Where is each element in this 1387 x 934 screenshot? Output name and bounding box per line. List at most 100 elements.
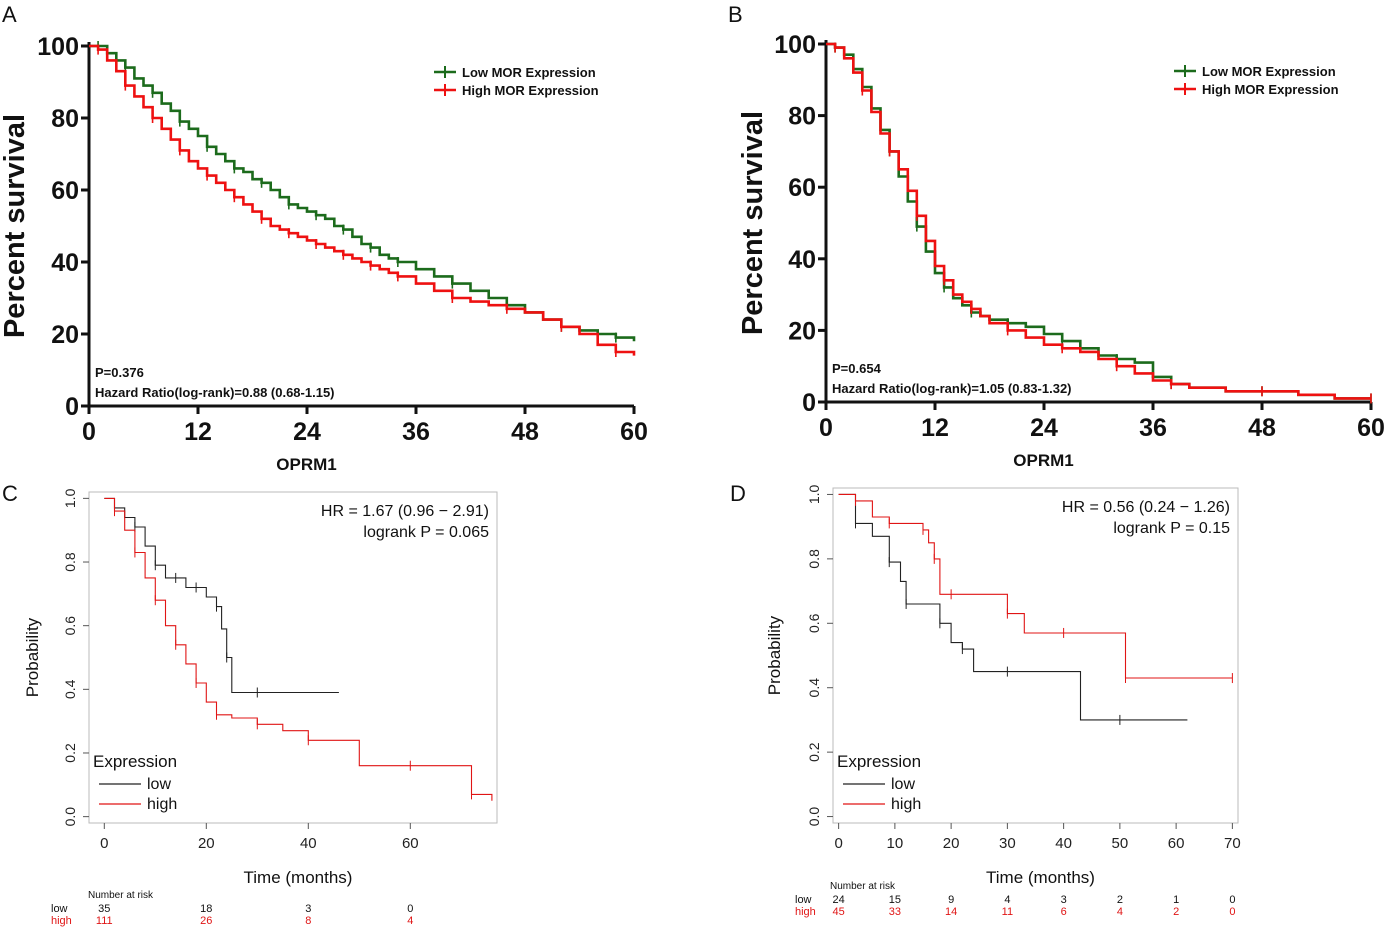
risk-row-label: low: [51, 903, 68, 915]
chart-panel-a: A 0 20 40 60 80 100 0 12 24 36 48 60 OPRM1 Percent sur…: [0, 2, 648, 474]
y-tick-label: 0.2: [62, 743, 78, 763]
x-tick-label: 36: [402, 418, 430, 446]
y-tick-label: 0.0: [62, 807, 78, 827]
y-tick-label: 1.0: [62, 488, 78, 508]
risk-value: 4: [407, 915, 413, 927]
risk-value: 2: [1117, 894, 1123, 906]
risk-value: 6: [1061, 906, 1067, 918]
y-tick-label: 0.6: [62, 616, 78, 636]
legend-label: high: [147, 796, 177, 813]
y-tick-label: 0.8: [62, 552, 78, 572]
p-value-annotation: P=0.376: [95, 365, 144, 380]
chart-panel-b: B 0 20 40 60 80 100 0 12 24 36 48 60 OPRM1 Percent sur…: [728, 2, 1385, 470]
x-tick-label: 10: [887, 835, 904, 852]
x-tick-label: 12: [184, 418, 212, 446]
y-tick-label: 0.0: [806, 807, 822, 827]
risk-value: 3: [1061, 894, 1067, 906]
x-tick-label: 48: [1248, 414, 1276, 442]
y-tick-label: 80: [788, 103, 816, 131]
legend-label: low: [891, 776, 915, 793]
x-tick-label: 60: [402, 835, 419, 852]
risk-value: 14: [945, 906, 957, 918]
risk-value: 2: [1173, 906, 1179, 918]
y-tick-label: 0.2: [806, 742, 822, 762]
logrank-annotation: logrank P = 0.15: [1113, 520, 1230, 537]
x-axis-title: OPRM1: [276, 455, 336, 474]
legend-label: Low MOR Expression: [1202, 64, 1336, 79]
hazard-ratio-annotation: HR = 1.67 (0.96 − 2.91): [321, 503, 489, 520]
y-tick-label: 40: [51, 249, 79, 277]
y-axis-title: Probability: [765, 615, 784, 695]
risk-value: 26: [200, 915, 212, 927]
y-tick-label: 20: [51, 321, 79, 349]
y-axis-title: Percent survival: [737, 111, 769, 335]
y-axis-title: Probability: [23, 617, 42, 697]
risk-value: 45: [833, 906, 845, 918]
legend-label: High MOR Expression: [1202, 82, 1339, 97]
risk-value: 18: [200, 903, 212, 915]
panel-letter: B: [728, 2, 743, 27]
y-tick-label: 60: [788, 174, 816, 202]
y-tick-label: 80: [51, 105, 79, 133]
risk-value: 0: [1229, 894, 1235, 906]
risk-value: 15: [889, 894, 901, 906]
x-tick-label: 0: [834, 835, 842, 852]
plot-frame: [832, 487, 1239, 824]
risk-value: 4: [1004, 894, 1010, 906]
risk-row-label: low: [795, 894, 812, 906]
panel-letter: C: [2, 481, 18, 506]
legend-label: low: [147, 776, 171, 793]
panel-letter: A: [2, 2, 17, 27]
low-expression-line: [826, 42, 1371, 400]
risk-value: 33: [889, 906, 901, 918]
logrank-annotation: logrank P = 0.065: [363, 524, 489, 541]
y-axis-title: Percent survival: [0, 114, 31, 338]
y-tick-label: 0.6: [806, 613, 822, 633]
high-expression-line: [89, 44, 636, 356]
x-tick-label: 12: [921, 414, 949, 442]
plot-frame: [88, 491, 498, 824]
risk-value: 3: [305, 903, 311, 915]
x-tick-label: 60: [620, 418, 648, 446]
x-tick-label: 24: [293, 418, 321, 446]
legend-title: Expression: [93, 752, 177, 771]
x-tick-label: 0: [82, 418, 96, 446]
x-tick-label: 0: [819, 414, 833, 442]
risk-value: 0: [407, 903, 413, 915]
y-tick-label: 1.0: [806, 485, 822, 505]
p-value-annotation: P=0.654: [832, 361, 882, 376]
risk-row-label: high: [795, 906, 816, 918]
legend-label: high: [891, 796, 921, 813]
risk-table-title: Number at risk: [830, 881, 896, 892]
y-tick-label: 0.8: [806, 549, 822, 569]
legend-title: Expression: [837, 752, 921, 771]
x-tick-label: 50: [1112, 835, 1129, 852]
hazard-ratio-annotation: Hazard Ratio(log-rank)=0.88 (0.68-1.15): [95, 385, 335, 400]
x-axis-title: OPRM1: [1013, 451, 1073, 470]
risk-value: 8: [305, 915, 311, 927]
x-tick-label: 60: [1168, 835, 1185, 852]
y-tick-label: 40: [788, 246, 816, 274]
risk-value: 111: [96, 915, 113, 927]
x-axis-title: Time (months): [986, 868, 1095, 887]
y-tick-label: 100: [37, 33, 79, 61]
y-tick-label: 0: [65, 393, 79, 421]
legend-label: High MOR Expression: [462, 83, 599, 98]
risk-value: 1: [1173, 894, 1179, 906]
risk-value: 0: [1229, 906, 1235, 918]
x-tick-label: 60: [1357, 414, 1385, 442]
low-expression-line: [89, 44, 636, 342]
y-tick-label: 100: [774, 31, 816, 59]
risk-value: 11: [1002, 906, 1013, 918]
high-expression-line: [826, 42, 1371, 400]
risk-table-title: Number at risk: [88, 890, 154, 901]
x-axis-title: Time (months): [244, 868, 353, 887]
y-tick-label: 0.4: [62, 679, 78, 699]
x-tick-label: 48: [511, 418, 539, 446]
y-tick-label: 0.4: [806, 678, 822, 698]
x-tick-label: 40: [1055, 835, 1072, 852]
risk-value: 4: [1117, 906, 1123, 918]
